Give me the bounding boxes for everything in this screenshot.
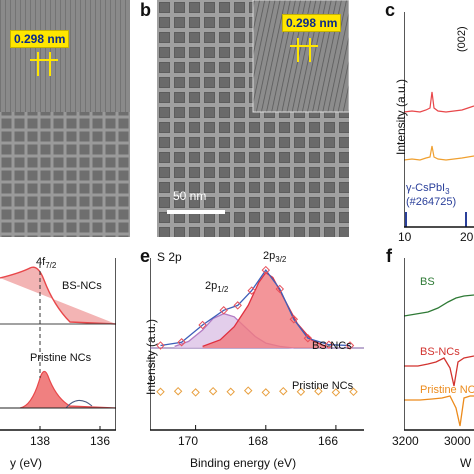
panel-e-point-pristine-ncs xyxy=(191,388,200,397)
panel-c-letter: c xyxy=(385,0,396,20)
panel-f-series-bsncs-label: BS-NCs xyxy=(420,346,460,358)
panel-d-series-pristine: Pristine NCs xyxy=(30,352,92,364)
panel-e-point-bs-ncs xyxy=(345,341,355,350)
panel-e-xtick-166: 166 xyxy=(318,434,339,448)
panel-e-series-bs-label: BS-NCs xyxy=(312,340,352,352)
panel-d-xtick-136: 136 xyxy=(90,434,111,448)
panel-f-letter: f xyxy=(386,246,392,266)
panel-e-point-pristine-ncs xyxy=(279,386,288,396)
panel-e-point-pristine-ncs xyxy=(261,388,271,397)
panel-c-plot xyxy=(404,12,474,228)
panel-e-point-bs-ncs xyxy=(324,340,334,349)
panel-e-letter: e xyxy=(140,246,151,266)
panel-a-lattice-marker xyxy=(30,52,58,76)
panel-e-point-bs-ncs xyxy=(303,333,313,343)
panel-e-area-2p3-2 xyxy=(202,272,326,348)
panel-e-point-pristine-ncs xyxy=(331,388,341,397)
panel-e-point-bs-ncs xyxy=(219,306,228,315)
panel-b-letter: b xyxy=(140,0,151,20)
panel-e-point-pristine-ncs xyxy=(208,386,218,396)
panel-e-point-bs-ncs xyxy=(261,265,271,275)
panel-e-point-pristine-ncs xyxy=(173,386,183,396)
panel-e-peak2-label: 2p3/2 xyxy=(263,250,287,265)
panel-c-peak-label: (002) xyxy=(456,26,468,52)
panel-a-lattice-label: 0.298 nm xyxy=(10,30,70,48)
panel-c-series-middle xyxy=(404,145,474,161)
panel-e-chart xyxy=(150,258,364,431)
panel-c-xtick-20: 20 xyxy=(460,230,474,244)
panel-b-tem-image xyxy=(157,0,349,237)
panel-e-xtick-168: 168 xyxy=(248,434,269,448)
panel-d-xlabel: y (eV) xyxy=(10,456,43,470)
panel-f-xlabel: W xyxy=(460,456,472,470)
panel-f-series-pristine-label: Pristine NC xyxy=(420,384,474,396)
panel-c-series-top xyxy=(404,91,474,113)
panel-e-point-pristine-ncs xyxy=(226,387,235,397)
panel-e-point-bs-ncs xyxy=(233,301,242,310)
panel-e-peak1-label: 2p1/2 xyxy=(205,280,229,295)
panel-a-tem-texture xyxy=(0,0,130,237)
panel-d-series-bs: BS-NCs xyxy=(62,280,102,292)
panel-d-plot xyxy=(0,258,116,431)
panel-c-ref-id: (#264725) xyxy=(406,196,457,208)
panel-c-ref-label: γ-CsPbI3 xyxy=(406,182,450,197)
panel-e-title: S 2p xyxy=(157,250,182,264)
panel-e-line-2p3-2 xyxy=(202,271,326,348)
panel-f-series-pristine xyxy=(404,395,474,427)
panel-e-point-pristine-ncs xyxy=(243,386,253,395)
panel-d-peak-label: 4f7/2 xyxy=(36,256,57,271)
panel-b-lattice-label: 0.298 nm xyxy=(282,14,342,32)
panel-e-point-bs-ncs xyxy=(247,286,256,295)
panel-f-series-bsncs xyxy=(404,355,474,387)
panel-c-xtick-10: 10 xyxy=(398,230,412,244)
panel-b-scalebar-label: 50 nm xyxy=(173,189,207,203)
panel-f-xtick-3000: 3000 xyxy=(444,434,471,448)
panel-e-series-pristine-label: Pristine NCs xyxy=(292,380,354,392)
panel-e-xlabel: Binding energy (eV) xyxy=(190,456,297,470)
panel-d-xtick-138: 138 xyxy=(30,434,51,448)
panel-e-point-pristine-ncs xyxy=(156,387,165,397)
panel-e-point-bs-ncs xyxy=(156,341,165,350)
panel-b-lattice-marker xyxy=(290,38,318,62)
panel-f-series-bs-label: BS xyxy=(420,276,435,288)
panel-e-point-pristine-ncs xyxy=(349,387,358,397)
panel-e-point-bs-ncs xyxy=(177,338,186,347)
panel-e-xtick-170: 170 xyxy=(178,434,199,448)
panel-e-point-bs-ncs xyxy=(198,320,207,330)
panel-e-line-bs-ncs xyxy=(160,268,351,347)
panel-f-series-bs xyxy=(404,294,474,317)
panel-b-scalebar xyxy=(167,210,225,214)
panel-e-point-pristine-ncs xyxy=(314,386,323,396)
panel-e-point-bs-ncs xyxy=(275,284,285,294)
panel-e-point-bs-ncs xyxy=(289,315,299,324)
panel-f-plot xyxy=(404,258,474,431)
panel-e-point-pristine-ncs xyxy=(296,387,306,397)
panel-f-xtick-3200: 3200 xyxy=(392,434,419,448)
